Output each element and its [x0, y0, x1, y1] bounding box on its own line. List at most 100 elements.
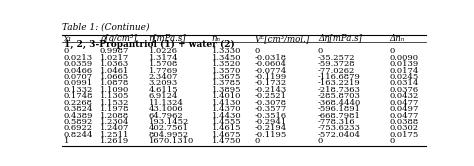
Text: -778.316: -778.316 [318, 118, 356, 126]
Text: -0.0318: -0.0318 [255, 54, 287, 62]
Text: 0.0477: 0.0477 [389, 112, 419, 120]
Text: -163.2219: -163.2219 [318, 80, 361, 87]
Text: 0.0314: 0.0314 [389, 80, 419, 87]
Text: 43.1006: 43.1006 [148, 105, 183, 113]
Text: 1.4430: 1.4430 [212, 112, 241, 120]
Text: 0.0245: 0.0245 [389, 73, 419, 81]
Text: -596.1891: -596.1891 [318, 105, 361, 113]
Text: -0.2194: -0.2194 [255, 124, 287, 132]
Text: 1.3675: 1.3675 [212, 73, 241, 81]
Text: 0.4389: 0.4389 [64, 112, 93, 120]
Text: 1.4130: 1.4130 [212, 99, 241, 107]
Text: 0.3824: 0.3824 [64, 105, 93, 113]
Text: -753.6233: -753.6233 [318, 124, 361, 132]
Text: 1.0363: 1.0363 [100, 60, 129, 68]
Text: nₙ: nₙ [212, 34, 221, 43]
Text: 1.2619: 1.2619 [100, 137, 129, 145]
Text: 0.0477: 0.0477 [389, 99, 419, 107]
Text: -35.2572: -35.2572 [318, 54, 356, 62]
Text: 0: 0 [389, 137, 394, 145]
Text: Δnₙ: Δnₙ [389, 34, 405, 43]
Text: 1.1532: 1.1532 [100, 99, 129, 107]
Text: 1.1305: 1.1305 [100, 92, 129, 100]
Text: 1.2304: 1.2304 [100, 118, 129, 126]
Text: 1.3520: 1.3520 [212, 60, 241, 68]
Text: -218.7363: -218.7363 [318, 86, 361, 94]
Text: 1.2088: 1.2088 [100, 112, 129, 120]
Text: 1.2407: 1.2407 [100, 124, 129, 132]
Text: -0.2521: -0.2521 [255, 92, 287, 100]
Text: 1.1090: 1.1090 [100, 86, 129, 94]
Text: -0.1199: -0.1199 [255, 73, 287, 81]
Text: 1.4010: 1.4010 [212, 92, 241, 100]
Text: 1.0461: 1.0461 [100, 67, 129, 75]
Text: 11.1324: 11.1324 [148, 99, 183, 107]
Text: 0.6922: 0.6922 [64, 124, 92, 132]
Text: Table 1: (Continue): Table 1: (Continue) [62, 22, 150, 32]
Text: 0.1332: 0.1332 [64, 86, 93, 94]
Text: 64.7962: 64.7962 [148, 112, 183, 120]
Text: 0.0388: 0.0388 [389, 118, 419, 126]
Text: 4.6115: 4.6115 [148, 86, 178, 94]
Text: 1.0226: 1.0226 [148, 47, 178, 55]
Text: 0: 0 [389, 47, 394, 55]
Text: 1.3570: 1.3570 [212, 67, 241, 75]
Text: 1, 2, 3-Propantriol (1) + water (2): 1, 2, 3-Propantriol (1) + water (2) [64, 40, 235, 49]
Text: 193.1452: 193.1452 [148, 118, 189, 126]
Text: 0.0376: 0.0376 [389, 86, 419, 94]
Text: 1.3450: 1.3450 [212, 54, 241, 62]
Text: -0.1732: -0.1732 [255, 80, 287, 87]
Text: 0.0175: 0.0175 [389, 131, 419, 139]
Text: 1.4675: 1.4675 [212, 131, 241, 139]
Text: Vᴱ[cm³/mol.]: Vᴱ[cm³/mol.] [255, 34, 310, 43]
Text: -0.0774: -0.0774 [255, 67, 287, 75]
Text: 1.4615: 1.4615 [212, 124, 241, 132]
Text: 1.2511: 1.2511 [100, 131, 129, 139]
Text: 0: 0 [64, 47, 69, 55]
Text: -0.1195: -0.1195 [255, 131, 287, 139]
Text: Δη[mPa.s]: Δη[mPa.s] [318, 34, 362, 43]
Text: 0: 0 [318, 137, 323, 145]
Text: 0.0139: 0.0139 [389, 60, 419, 68]
Text: 1.3174: 1.3174 [148, 54, 178, 62]
Text: 1.3330: 1.3330 [212, 47, 241, 55]
Text: 0.0497: 0.0497 [389, 105, 419, 113]
Text: 1.7769: 1.7769 [148, 67, 178, 75]
Text: 0: 0 [318, 47, 323, 55]
Text: ρ[g/cm³]: ρ[g/cm³] [100, 34, 137, 43]
Text: 1.0217: 1.0217 [100, 54, 129, 62]
Text: 1.4370: 1.4370 [212, 105, 241, 113]
Text: -116.6879: -116.6879 [318, 73, 361, 81]
Text: 3.2093: 3.2093 [148, 80, 178, 87]
Text: 1.4750: 1.4750 [212, 137, 241, 145]
Text: 0.0466: 0.0466 [64, 67, 93, 75]
Text: -77.0262: -77.0262 [318, 67, 355, 75]
Text: -285.8703: -285.8703 [318, 92, 361, 100]
Text: -0.3078: -0.3078 [255, 99, 287, 107]
Text: -368.4440: -368.4440 [318, 99, 361, 107]
Text: 1: 1 [64, 137, 69, 145]
Text: 0: 0 [255, 137, 260, 145]
Text: 1670.1310: 1670.1310 [148, 137, 194, 145]
Text: -0.2941: -0.2941 [255, 118, 287, 126]
Text: 2.3407: 2.3407 [148, 73, 178, 81]
Text: 1.4555: 1.4555 [212, 118, 241, 126]
Text: 1.3895: 1.3895 [212, 86, 241, 94]
Text: -0.2143: -0.2143 [255, 86, 287, 94]
Text: 1.5708: 1.5708 [148, 60, 178, 68]
Text: 1.3785: 1.3785 [212, 80, 241, 87]
Text: -572.0404: -572.0404 [318, 131, 361, 139]
Text: 0.9987: 0.9987 [100, 47, 129, 55]
Text: 0.5892: 0.5892 [64, 118, 93, 126]
Text: 0.0213: 0.0213 [64, 54, 93, 62]
Text: 1.0665: 1.0665 [100, 73, 129, 81]
Text: 0.0707: 0.0707 [64, 73, 93, 81]
Text: 0.0174: 0.0174 [389, 67, 419, 75]
Text: -0.3577: -0.3577 [255, 105, 287, 113]
Text: 0.8244: 0.8244 [64, 131, 93, 139]
Text: -59.3728: -59.3728 [318, 60, 356, 68]
Text: 0: 0 [255, 47, 260, 55]
Text: 1.1978: 1.1978 [100, 105, 129, 113]
Text: 0.0090: 0.0090 [389, 54, 419, 62]
Text: 0.1748: 0.1748 [64, 92, 93, 100]
